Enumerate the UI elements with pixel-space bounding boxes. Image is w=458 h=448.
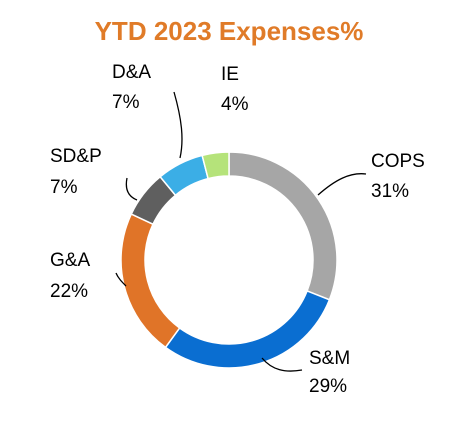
label-value-cops: 31% (371, 181, 409, 202)
label-name-cops: COPS (371, 151, 425, 172)
label-value-sd-p: 7% (50, 177, 78, 198)
label-name-sd-p: SD&P (50, 146, 102, 167)
slice-s-m (164, 289, 331, 369)
label-name-s-m: S&M (309, 348, 350, 369)
label-value-s-m: 29% (309, 376, 347, 397)
leader-line-cops (317, 173, 367, 196)
slice-labels: COPS 31% S&M 29% G&A 22% SD&P 7% D&A 7% IE 4% (50, 62, 425, 397)
label-value-g-a: 22% (50, 281, 88, 302)
leader-line-s-m (261, 357, 303, 372)
label-name-g-a: G&A (50, 250, 90, 271)
label-name-ie: IE (221, 64, 239, 85)
slice-ie (201, 151, 230, 180)
label-name-d-a: D&A (112, 62, 151, 83)
chart-title: YTD 2023 Expenses% (94, 16, 364, 46)
label-value-ie: 4% (221, 94, 249, 115)
slice-g-a (120, 213, 181, 349)
leader-line-d-a (173, 91, 183, 159)
slice-cops (228, 151, 338, 301)
label-value-d-a: 7% (112, 92, 140, 113)
donut-slices (120, 151, 338, 369)
leader-line-g-a (115, 272, 127, 287)
leader-lines (115, 91, 367, 372)
leader-line-sd-p (125, 177, 138, 201)
